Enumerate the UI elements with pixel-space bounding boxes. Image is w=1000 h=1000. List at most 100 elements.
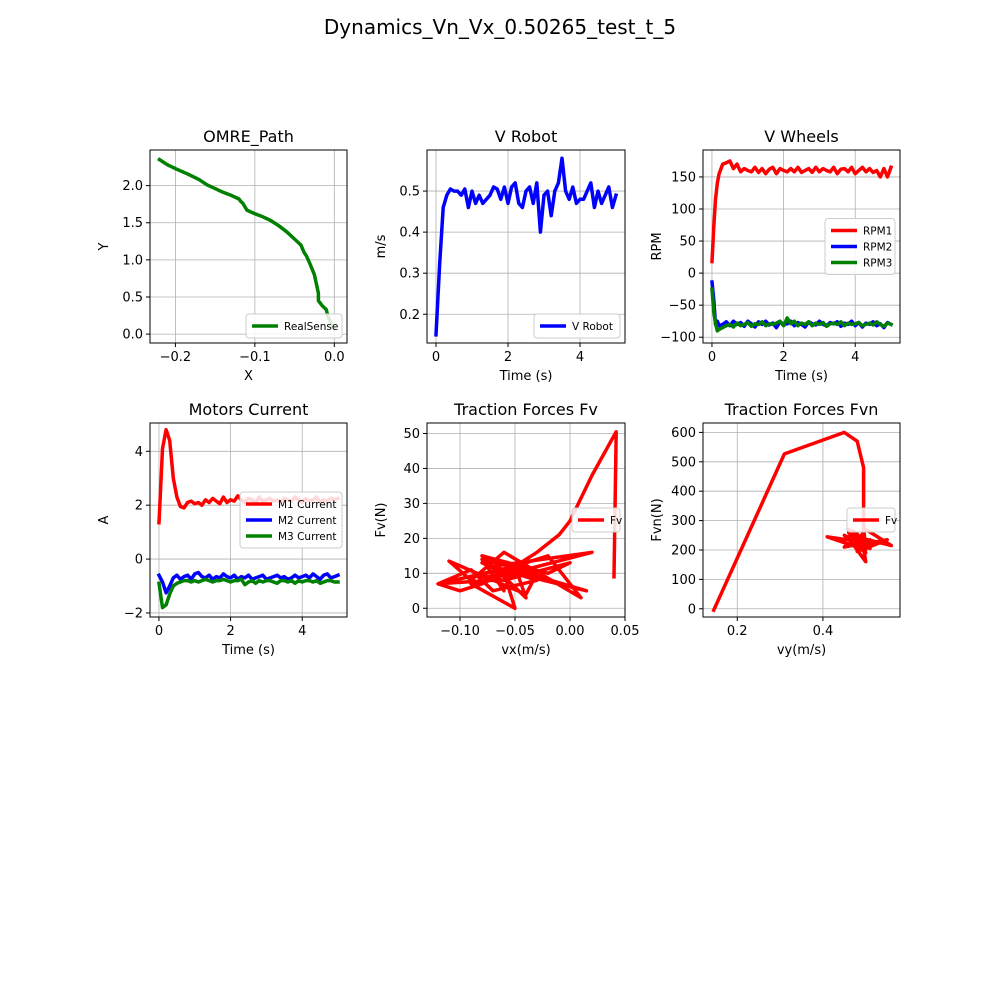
y-tick-label: 150: [671, 170, 696, 185]
subplot-title: V Wheels: [764, 127, 838, 146]
x-tick-label: 2: [504, 350, 512, 365]
legend-box: [239, 491, 343, 549]
x-tick-label: 2: [226, 624, 234, 639]
subplot-vrobot: 0 2 4 0.2 0.3 0.4 0.5 V Robot Time (s) m/s V Robot: [374, 127, 626, 384]
series-line-rpm3: [710, 287, 894, 333]
y-tick-label: 0.2: [399, 308, 420, 323]
x-tick-label: −0.2: [160, 350, 192, 365]
x-axis-label: vy(m/s): [777, 643, 826, 658]
x-tick-label: 0.0: [324, 350, 345, 365]
legend: Fv: [846, 507, 897, 533]
y-tick-label: −100: [660, 331, 696, 346]
y-tick-label: 30: [403, 497, 420, 512]
axes-frame: [702, 422, 901, 618]
legend-label: RPM3: [863, 258, 892, 270]
subplot-current: 0 2 4 −2 0 2 4 Motors Current Time (s) A M1 Curren…: [97, 400, 348, 658]
y-tick-label: 20: [403, 532, 420, 547]
figure-title: Dynamics_Vn_Vx_0.50265_test_t_5: [323, 15, 677, 39]
x-tick-label: 4: [851, 350, 859, 365]
y-tick-label: 100: [671, 202, 696, 217]
y-tick-label: 600: [671, 426, 696, 441]
x-tick-label: 0.00: [556, 624, 585, 639]
x-tick-label: 0: [155, 624, 163, 639]
y-tick-label: 0.3: [399, 267, 420, 282]
x-tick-label: 0.05: [611, 624, 640, 639]
subplot-title: Motors Current: [189, 400, 309, 419]
x-tick-label: 0.2: [727, 624, 748, 639]
y-tick-label: 10: [403, 567, 420, 582]
legend-box: [824, 218, 896, 275]
legend: V Robot: [533, 313, 621, 339]
x-tick-label: 0: [432, 350, 440, 365]
x-tick-label: 4: [298, 624, 306, 639]
series-line-fv: [436, 429, 618, 611]
x-tick-label: −0.10: [440, 624, 480, 639]
y-tick-label: 0.5: [399, 185, 420, 200]
legend: RealSense: [245, 313, 343, 339]
axes-frame: [426, 149, 626, 344]
series-line-rpm1: [710, 159, 894, 264]
y-tick-label: 0: [135, 553, 143, 568]
y-tick-label: 200: [671, 543, 696, 558]
legend-label: M1 Current: [278, 499, 337, 511]
series-line-m3-current: [157, 577, 340, 610]
subplot-path: −0.2 −0.1 0.0 0.0 0.5 1.0 1.5 2.0 OMRE_Path X Y Rea…: [97, 127, 348, 384]
y-axis-label: A: [97, 515, 112, 524]
y-tick-label: 0: [412, 602, 420, 617]
legend-box: [245, 313, 343, 339]
y-tick-label: 0.4: [399, 226, 420, 241]
series-line-m2-current: [156, 570, 341, 595]
x-tick-label: 0.4: [813, 624, 834, 639]
legend-label: M3 Current: [278, 531, 337, 543]
y-tick-label: 2.0: [122, 179, 143, 194]
x-tick-label: 0: [708, 350, 716, 365]
subplot-vwheels: 0 2 4 −100 −50 0 50 100 150 V Wheels Time (s) RPM RP…: [650, 127, 901, 384]
y-tick-label: 1.5: [122, 216, 143, 231]
x-tick-label: 4: [576, 350, 584, 365]
legend-label: Fv: [610, 515, 622, 527]
axes-frame: [426, 422, 626, 618]
series-line-realsense: [157, 157, 337, 332]
legend: M1 Current M2 Current M3 Current: [239, 491, 343, 549]
legend: Fv: [571, 507, 622, 533]
y-tick-label: 4: [135, 445, 143, 460]
y-tick-label: 1.0: [122, 253, 143, 268]
x-tick-label: −0.1: [239, 350, 271, 365]
y-tick-label: 0: [688, 267, 696, 282]
axes-frame: [149, 422, 348, 618]
y-axis-label: Fvn(N): [650, 498, 665, 541]
y-axis-label: RPM: [650, 232, 665, 260]
y-tick-label: −50: [669, 299, 696, 314]
y-tick-label: 500: [671, 455, 696, 470]
y-tick-label: 400: [671, 485, 696, 500]
y-tick-label: 300: [671, 514, 696, 529]
legend-label: RealSense: [284, 321, 338, 333]
subplot-title: V Robot: [495, 127, 557, 146]
legend-label: RPM2: [863, 242, 892, 254]
y-axis-label: Y: [97, 242, 112, 251]
series-line-fv: [711, 430, 894, 613]
subplot-title: Traction Forces Fvn: [724, 400, 879, 419]
legend-label: V Robot: [572, 321, 613, 333]
legend-label: Fv: [885, 515, 897, 527]
subplot-title: Traction Forces Fv: [453, 400, 598, 419]
y-tick-label: 100: [671, 573, 696, 588]
legend-label: RPM1: [863, 226, 892, 238]
x-tick-label: 2: [779, 350, 787, 365]
series-line-v-robot: [434, 156, 619, 337]
y-tick-label: 0.0: [122, 328, 143, 343]
axes-frame: [149, 149, 348, 344]
y-tick-label: 50: [679, 235, 696, 250]
y-axis-label: m/s: [374, 234, 389, 258]
subplot-title: OMRE_Path: [203, 127, 294, 147]
subplot-fv: −0.10 −0.05 0.00 0.05 0 10 20 30 40 50 Traction Fo…: [374, 400, 639, 658]
y-tick-label: 0.5: [122, 290, 143, 305]
x-axis-label: vx(m/s): [501, 643, 550, 658]
y-tick-label: −2: [124, 606, 143, 621]
legend-label: M2 Current: [278, 515, 337, 527]
legend-box: [533, 313, 621, 339]
y-tick-label: 50: [403, 427, 420, 442]
x-tick-label: −0.05: [495, 624, 535, 639]
x-axis-label: X: [244, 369, 253, 384]
